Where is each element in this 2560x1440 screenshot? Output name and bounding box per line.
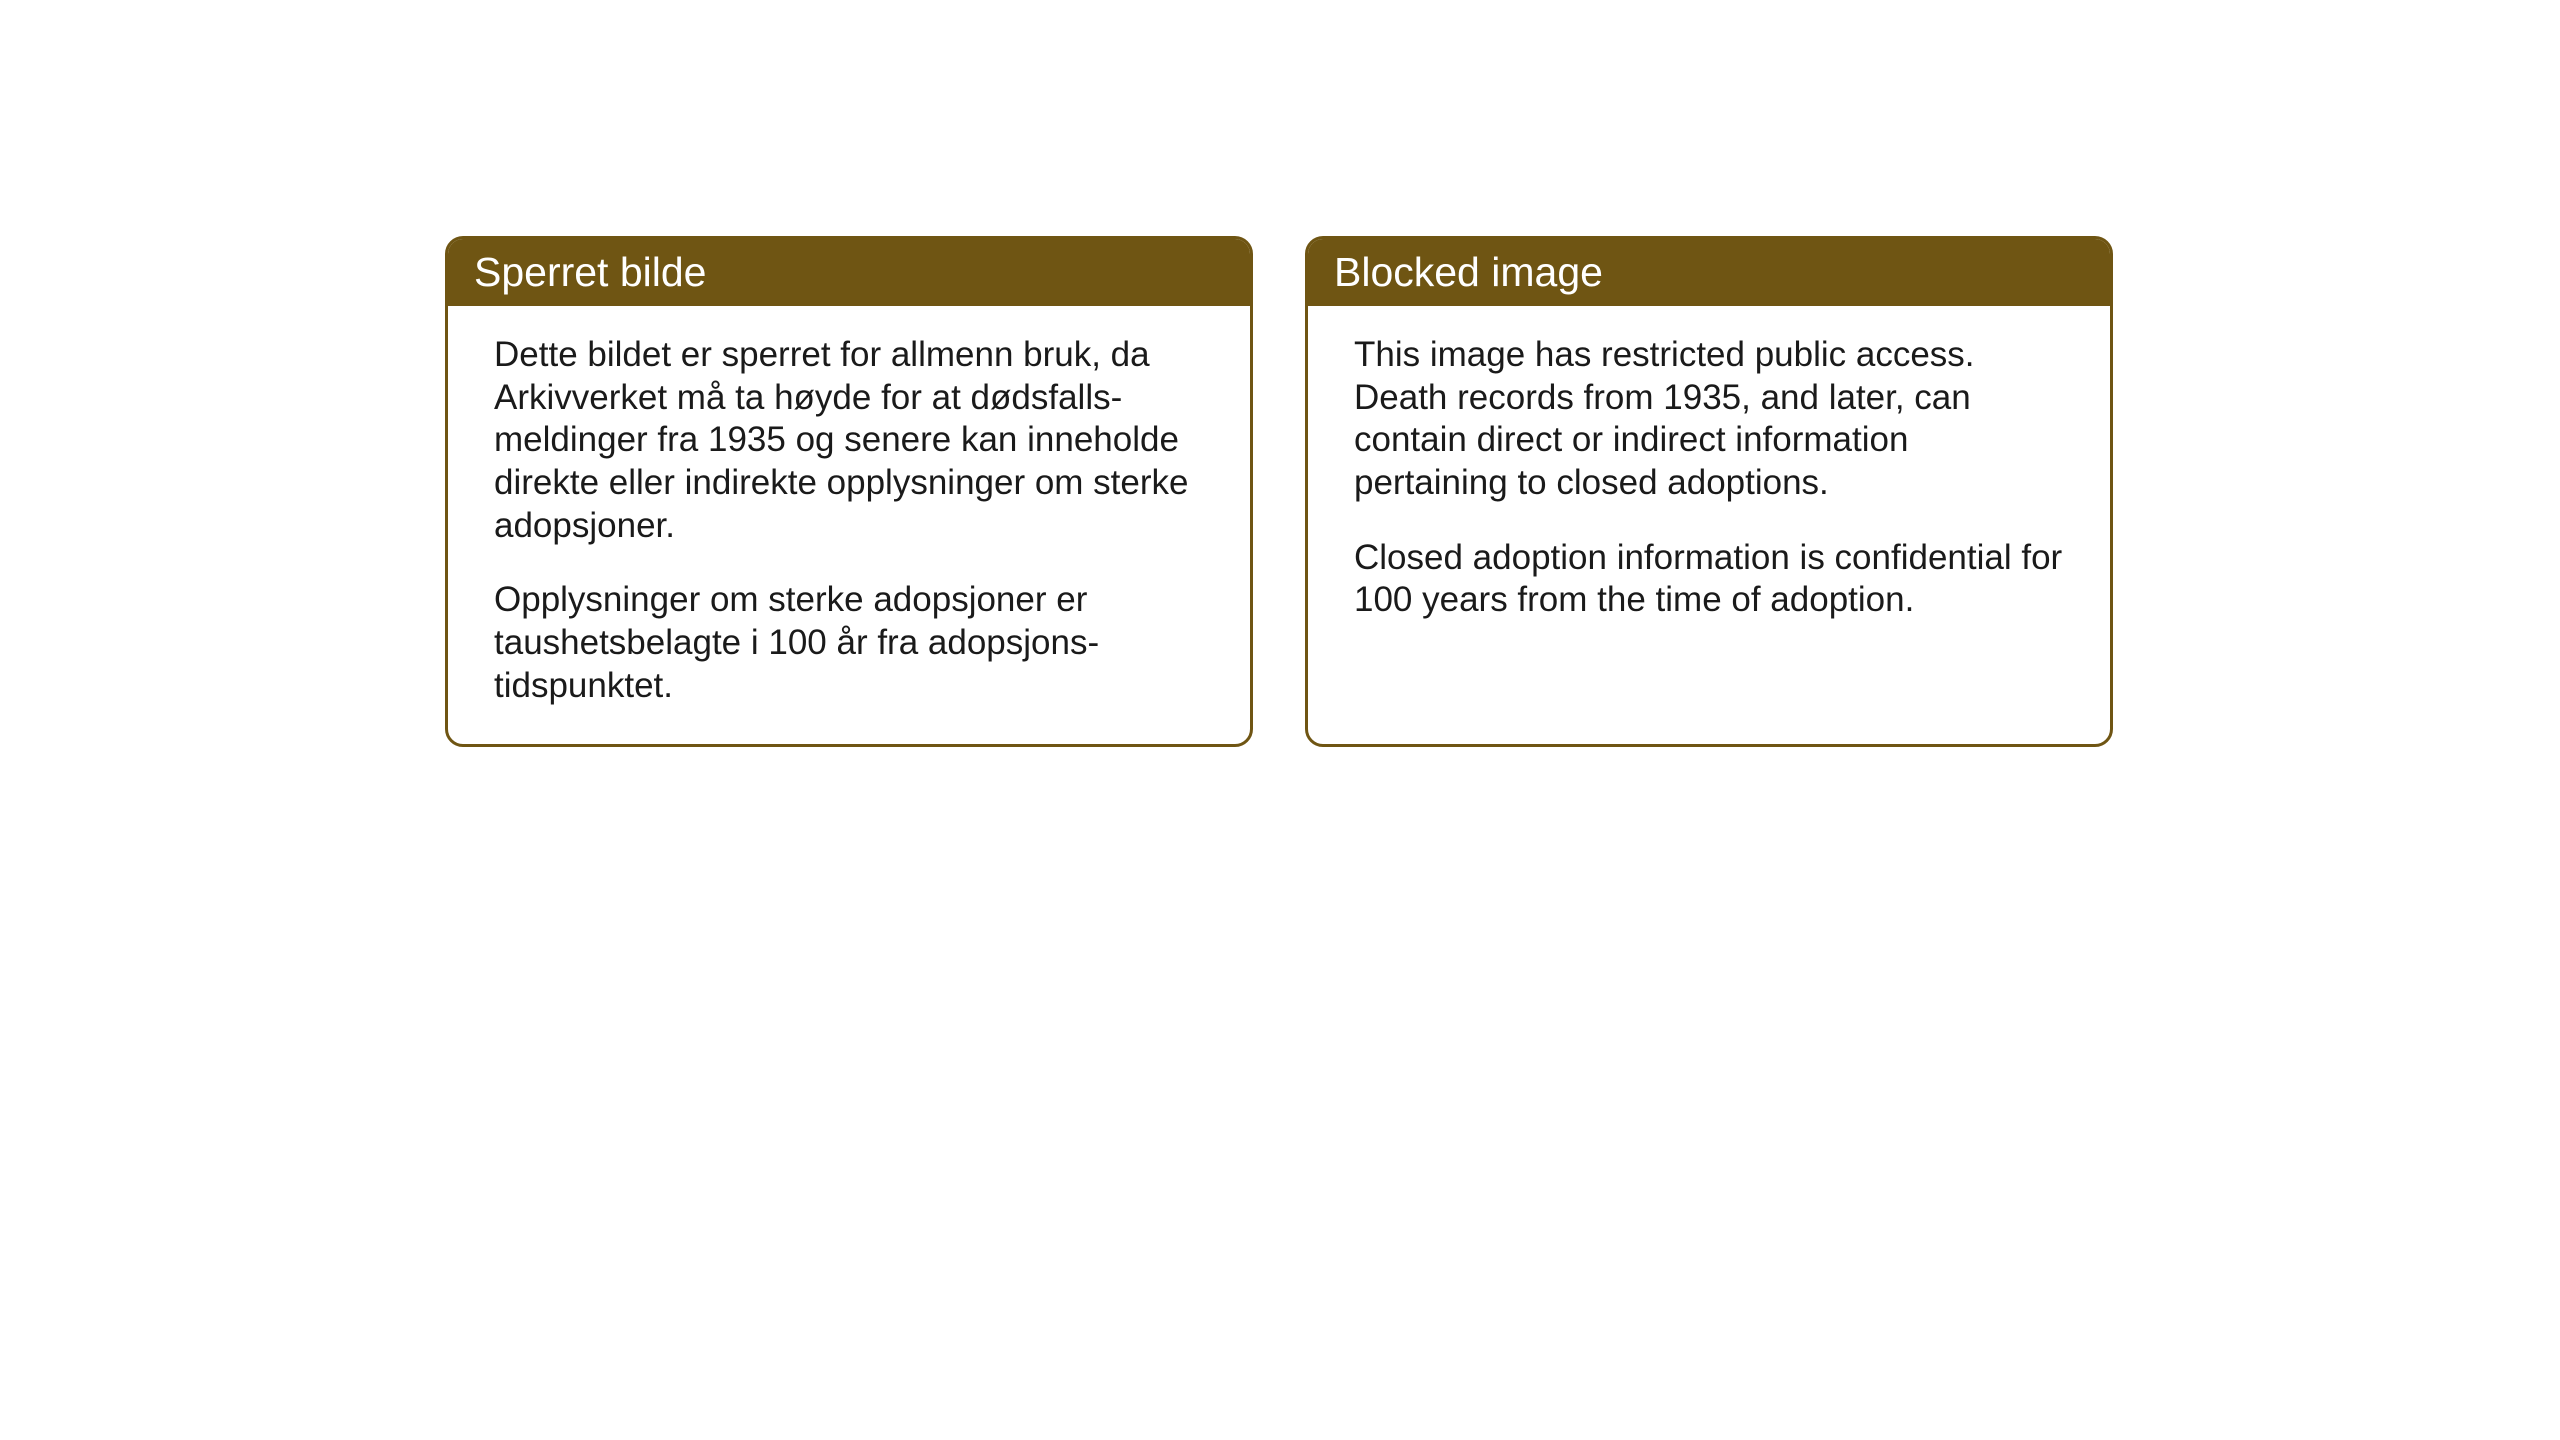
card-title-norwegian: Sperret bilde bbox=[474, 249, 706, 295]
card-header-norwegian: Sperret bilde bbox=[448, 239, 1250, 306]
card-body-english: This image has restricted public access.… bbox=[1308, 306, 2110, 658]
card-paragraph-2-english: Closed adoption information is confident… bbox=[1354, 537, 2064, 622]
notice-card-norwegian: Sperret bilde Dette bildet er sperret fo… bbox=[445, 236, 1253, 747]
card-paragraph-2-norwegian: Opplysninger om sterke adopsjoner er tau… bbox=[494, 579, 1204, 707]
notice-cards-container: Sperret bilde Dette bildet er sperret fo… bbox=[445, 236, 2113, 747]
card-header-english: Blocked image bbox=[1308, 239, 2110, 306]
card-title-english: Blocked image bbox=[1334, 249, 1603, 295]
notice-card-english: Blocked image This image has restricted … bbox=[1305, 236, 2113, 747]
card-body-norwegian: Dette bildet er sperret for allmenn bruk… bbox=[448, 306, 1250, 744]
card-paragraph-1-english: This image has restricted public access.… bbox=[1354, 334, 2064, 505]
card-paragraph-1-norwegian: Dette bildet er sperret for allmenn bruk… bbox=[494, 334, 1204, 547]
